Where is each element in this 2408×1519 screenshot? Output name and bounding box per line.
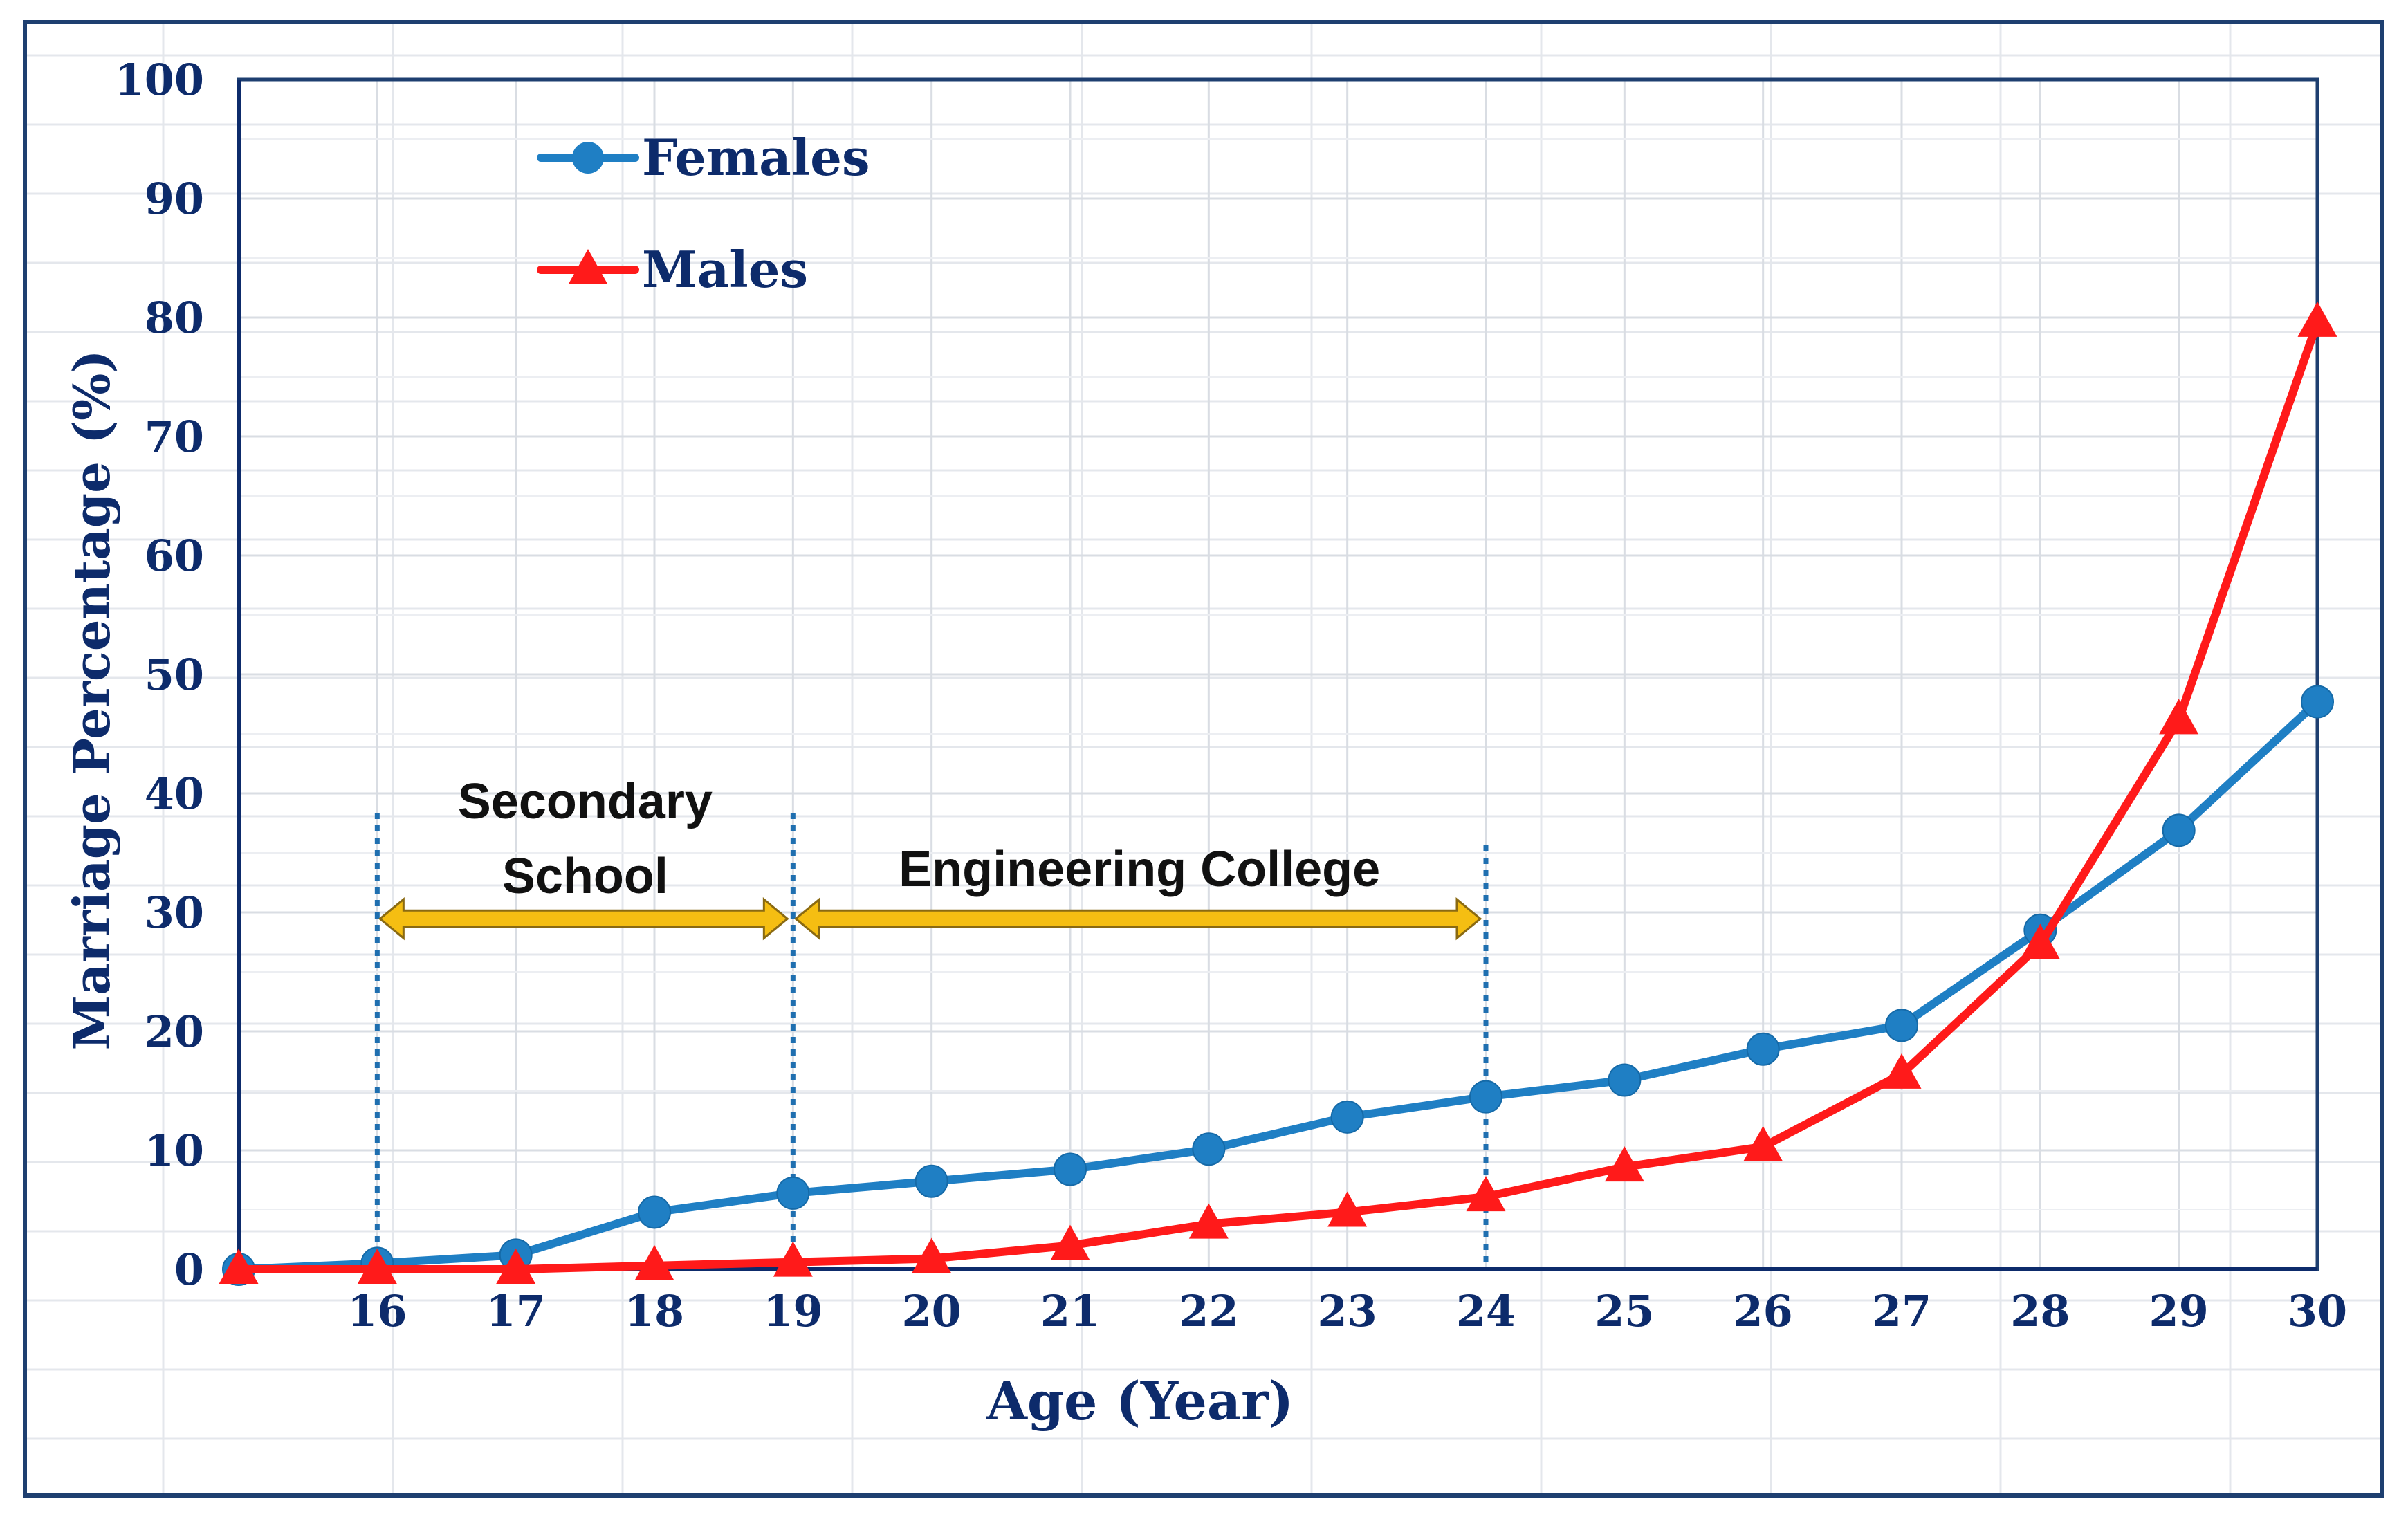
males-line: [235, 317, 2322, 1273]
x-tick-label: 27: [1872, 1286, 1931, 1336]
y-tick-label: 40: [145, 768, 204, 819]
males-point: [2020, 923, 2060, 959]
y-tick-label: 50: [145, 650, 204, 700]
engineering-college-arrow: [793, 897, 1482, 941]
males-point: [1604, 1146, 1644, 1182]
x-tick-label: 30: [2288, 1286, 2347, 1336]
x-tick-label: 16: [347, 1286, 407, 1336]
x-tick-label: 17: [486, 1286, 546, 1336]
females-line: [235, 697, 2322, 1273]
males-point: [773, 1241, 813, 1277]
females-point: [1054, 1152, 1087, 1186]
x-tick-label: 20: [902, 1286, 962, 1336]
x-tick-label: 22: [1179, 1286, 1238, 1336]
x-tick-label: 29: [2149, 1286, 2209, 1336]
y-tick-label: 20: [145, 1006, 204, 1057]
males-point: [1743, 1125, 1783, 1161]
x-axis-ticks: 16 17 18 19 20 21 22 23 24 25 26 27 28 29 30: [347, 1286, 2347, 1336]
legend-item-males: Males: [537, 240, 808, 299]
females-point: [1469, 1080, 1502, 1114]
females-point: [915, 1164, 948, 1198]
x-tick-label: 26: [1734, 1286, 1793, 1336]
secondary-school-label: School: [502, 849, 668, 904]
series-females: [222, 685, 2334, 1286]
y-tick-label: 80: [145, 293, 204, 343]
y-axis-ticks: 0 10 20 30 40 50 60 70 80 90 100: [115, 55, 204, 1295]
plot-gridlines: [239, 78, 2319, 1271]
y-tick-label: 30: [145, 887, 204, 938]
y-tick-label: 70: [145, 412, 204, 462]
females-point: [2301, 685, 2334, 719]
data-series: [219, 301, 2337, 1286]
x-tick-label: 18: [625, 1286, 684, 1336]
engineering-college-label: Engineering College: [899, 842, 1380, 897]
period-annotations: Secondary School Engineering College: [378, 774, 1482, 941]
males-point: [1466, 1176, 1506, 1212]
males-point: [2159, 699, 2199, 735]
y-tick-label: 60: [145, 531, 204, 581]
legend: Females Males: [537, 128, 870, 299]
females-point: [638, 1195, 671, 1229]
y-tick-label: 0: [174, 1244, 204, 1295]
y-axis-label: Marriage Percentage (%): [62, 349, 121, 1050]
x-tick-label: 19: [763, 1286, 822, 1336]
males-point: [2297, 301, 2337, 337]
outer-frame: [23, 20, 2384, 1498]
males-point: [634, 1244, 674, 1280]
legend-marker: [568, 249, 608, 284]
x-tick-label: 21: [1040, 1286, 1100, 1336]
series-males: [219, 301, 2337, 1284]
females-point: [1330, 1100, 1364, 1134]
x-tick-label: 28: [2010, 1286, 2070, 1336]
legend-label: Females: [642, 128, 870, 187]
males-point: [1882, 1053, 1922, 1089]
x-tick-label: 25: [1594, 1286, 1654, 1336]
x-tick-label: 23: [1318, 1286, 1377, 1336]
legend-label: Males: [642, 240, 808, 299]
females-point: [2162, 813, 2196, 847]
y-tick-label: 100: [115, 55, 204, 105]
males-point: [912, 1237, 952, 1273]
males-point: [1050, 1224, 1090, 1260]
females-point: [1885, 1009, 1918, 1042]
y-tick-label: 10: [145, 1125, 204, 1176]
males-point: [1327, 1191, 1368, 1227]
x-tick-label: 24: [1456, 1286, 1516, 1336]
y-tick-label: 90: [145, 174, 204, 224]
females-point: [1192, 1132, 1226, 1166]
legend-item-females: Females: [537, 128, 870, 187]
males-point: [496, 1249, 536, 1284]
secondary-school-label: Secondary: [458, 774, 713, 829]
females-point: [776, 1176, 810, 1210]
legend-marker: [572, 142, 604, 174]
males-point: [357, 1249, 397, 1284]
males-point: [1188, 1203, 1229, 1239]
background-grid: [25, 22, 2382, 1495]
females-point: [1746, 1032, 1780, 1066]
secondary-school-arrow: [378, 897, 789, 941]
females-point: [1608, 1063, 1642, 1097]
males-point: [219, 1249, 259, 1284]
x-axis-label: Age (Year): [986, 1370, 1294, 1432]
